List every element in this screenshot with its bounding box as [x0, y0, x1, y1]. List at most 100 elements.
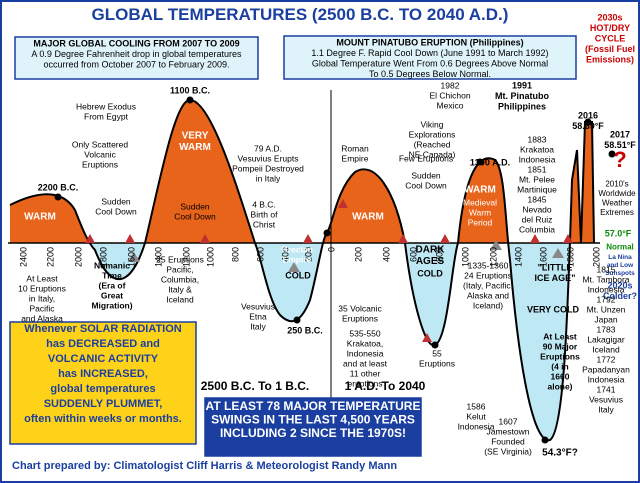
annotation: Period	[468, 217, 493, 227]
annotation: (Era of	[99, 280, 126, 290]
volcano-icons-gray	[128, 240, 564, 272]
axis-label: 800	[230, 247, 240, 262]
annotation: Cool Down	[405, 180, 447, 190]
annotation: NE Canada)	[409, 149, 456, 159]
annotation: Vesuvius	[241, 301, 275, 311]
annotation: Martinique	[517, 184, 557, 194]
axis-label: 1800	[98, 247, 108, 267]
annotation: Indonesia	[347, 348, 384, 358]
annotation: Jamestown	[487, 426, 530, 436]
annotation: and at least	[343, 358, 388, 368]
annotation: Krakatoa	[520, 144, 554, 154]
annotation: Columbia	[519, 224, 555, 234]
annotation: Time	[102, 270, 122, 280]
annotation: WARM	[179, 142, 211, 153]
annotation: Empire	[342, 153, 369, 163]
annotation: 24 Eruptions	[464, 270, 512, 280]
annotation: 1772	[597, 354, 616, 364]
annotation: Explorations	[409, 129, 456, 139]
annotation: Sudden	[411, 170, 441, 180]
annotation: (Fossil Fuel	[585, 44, 635, 54]
annotation: Iceland	[592, 344, 620, 354]
annotation: Pacific,	[166, 264, 193, 274]
annotation: Birth of	[251, 209, 279, 219]
annotation: Italy &	[168, 284, 192, 294]
axis-label: 1600	[538, 247, 548, 267]
annotation: (Italy, Pacific,	[463, 280, 513, 290]
annotation: Iceland	[166, 294, 194, 304]
annotation: Only Scattered	[72, 139, 128, 149]
axis-label: 0	[326, 247, 336, 252]
callout-text: SUDDENLY PLUMMET,	[44, 398, 163, 410]
annotation: COLD	[285, 270, 311, 280]
annotation: 11 other	[350, 368, 381, 378]
annotation: 2016	[578, 110, 598, 120]
callout-text: Global Temperature Went From 0.6 Degrees…	[312, 58, 548, 68]
annotation: Etna	[249, 311, 267, 321]
annotation: 4 B.C.	[252, 199, 276, 209]
callout-box	[9, 321, 197, 445]
annotation: 1851	[528, 164, 547, 174]
annotation: eruptions	[348, 378, 383, 388]
annotation: 1660	[551, 371, 570, 381]
annotation: Eruptions	[342, 313, 378, 323]
axis-label: 200	[303, 247, 313, 262]
callout-text: SWINGS IN THE LAST 4,500 YEARS	[211, 412, 415, 426]
annotation: CYCLE	[595, 33, 626, 43]
annotation: 250 B.C.	[287, 325, 323, 335]
annotation: Sudden	[101, 196, 131, 206]
axis-label: 400	[280, 247, 290, 262]
annotation: Indonesia	[519, 154, 556, 164]
annotation: Pompeii Destroyed	[232, 163, 304, 173]
annotation: El Chichon	[429, 90, 470, 100]
annotation: Worldwide	[598, 189, 636, 198]
callout-text: often within weeks or months.	[24, 413, 182, 425]
axis-label: 2000	[591, 247, 601, 267]
annotation: 1792	[597, 294, 616, 304]
credit: Chart prepared by: Climatologist Cliff H…	[12, 460, 397, 472]
annotation: From Egypt	[84, 111, 129, 121]
annotation: Normal	[606, 243, 634, 252]
annotation: 58.69°F	[572, 121, 604, 131]
era-label: 1 A.D. To 2040	[345, 379, 426, 393]
annotation: Krakatoa,	[347, 338, 383, 348]
annotation: 54.3°F?	[542, 447, 578, 458]
callout-box	[14, 36, 259, 80]
axis-label: 2400	[18, 247, 28, 267]
callout-text: A 0.9 Degree Fahrenheit drop in global t…	[31, 49, 242, 59]
annotation: in Italy	[256, 173, 281, 183]
annotation: Warm	[469, 207, 491, 217]
annotation: Mt. Tambora	[582, 274, 629, 284]
annotation: 90 Major	[543, 341, 578, 351]
annotation: Indonesia	[588, 284, 625, 294]
axis-label: 1000	[460, 247, 470, 267]
annotation: Nevado	[522, 204, 552, 214]
annotation: VERY COLD	[527, 304, 580, 314]
annotation: ICE AGE"	[535, 273, 576, 283]
annotation: 25 Eruptions	[156, 254, 204, 264]
annotation: and Low	[607, 262, 634, 269]
text-layer: MAJOR GLOBAL COOLING FROM 2007 TO 2009A …	[9, 12, 637, 472]
annotation: Iceland)	[473, 300, 503, 310]
annotation: 2020s	[607, 280, 632, 290]
annotation: 1300 A.D.	[470, 157, 510, 167]
annotation: 1991	[512, 80, 532, 90]
annotation: ?	[613, 147, 626, 172]
annotation: Cool Down	[174, 211, 216, 221]
annotation: Alaska and	[467, 290, 509, 300]
callout-text: VOLCANIC ACTIVITY	[48, 353, 159, 365]
callout-text: 1.1 Degree F. Rapid Cool Down (June 1991…	[311, 48, 548, 58]
annotation: Indonesia	[458, 421, 495, 431]
title: GLOBAL TEMPERATURES (2500 B.C. TO 2040 A…	[92, 5, 509, 24]
annotation: Sudden	[180, 201, 210, 211]
callout-text: has DECREASED and	[46, 338, 160, 350]
annotation: Hebrew Exodus	[76, 101, 136, 111]
annotation: 1982	[441, 80, 460, 90]
annotation: (SE Virginia)	[484, 446, 532, 456]
annotation: and Alaska	[21, 313, 63, 323]
annotation: del Ruiz	[522, 214, 553, 224]
cold-area	[10, 243, 594, 441]
era-label: 2500 B.C. To 1 B.C.	[201, 379, 309, 393]
axis-label: 1400	[153, 247, 163, 267]
annotation: Kelut	[466, 411, 486, 421]
